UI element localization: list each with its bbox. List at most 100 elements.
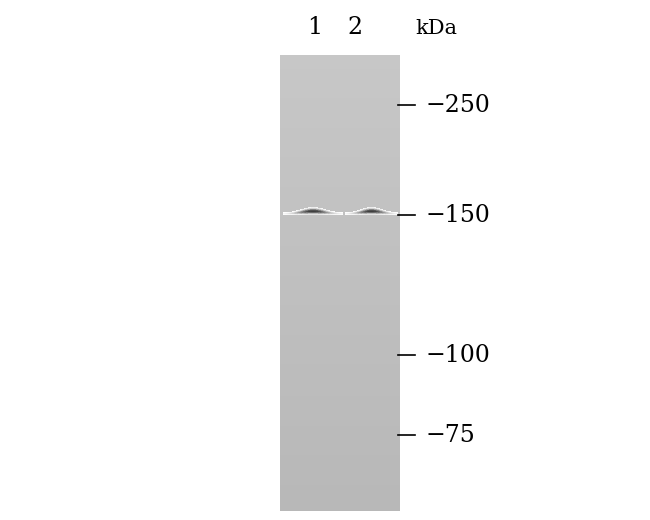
Bar (280, 232, 400, 235)
Bar (280, 408, 400, 410)
Bar (280, 246, 400, 249)
Bar (280, 419, 400, 422)
Bar (280, 64, 400, 67)
Text: kDa: kDa (415, 19, 457, 37)
Bar (280, 365, 400, 367)
Bar (280, 235, 400, 238)
Text: −150: −150 (425, 203, 490, 227)
Bar (280, 426, 400, 428)
Bar (280, 158, 400, 160)
Bar (280, 462, 400, 465)
Bar (280, 389, 400, 392)
Bar (280, 344, 400, 347)
Bar (280, 173, 400, 176)
Bar (280, 255, 400, 258)
Bar (280, 130, 400, 133)
Bar (280, 226, 400, 228)
Bar (280, 148, 400, 151)
Bar (280, 82, 400, 85)
Bar (280, 189, 400, 192)
Bar (280, 146, 400, 149)
Bar (280, 207, 400, 210)
Bar (280, 312, 400, 315)
Bar (280, 62, 400, 64)
Bar (280, 458, 400, 460)
Bar (280, 212, 400, 215)
Bar (280, 499, 400, 501)
Bar (280, 358, 400, 360)
Bar (280, 139, 400, 142)
Bar (280, 107, 400, 110)
Bar (280, 497, 400, 499)
Bar (280, 424, 400, 426)
Bar (280, 351, 400, 354)
Bar (280, 494, 400, 497)
Bar (280, 205, 400, 208)
Bar (280, 396, 400, 399)
Bar (280, 289, 400, 292)
Bar (280, 326, 400, 329)
Bar (280, 269, 400, 271)
Bar (280, 474, 400, 476)
Bar (280, 116, 400, 119)
Bar (280, 480, 400, 483)
Bar (280, 478, 400, 481)
Bar (280, 483, 400, 486)
Bar (280, 476, 400, 478)
Bar (280, 92, 400, 94)
Bar (280, 353, 400, 356)
Bar (280, 414, 400, 417)
Bar (280, 98, 400, 101)
Bar (280, 60, 400, 62)
Bar (280, 317, 400, 319)
Bar (280, 335, 400, 337)
Bar (280, 464, 400, 467)
Bar (280, 80, 400, 83)
Bar (280, 487, 400, 490)
Bar (280, 456, 400, 458)
Bar (280, 412, 400, 415)
Bar (280, 410, 400, 413)
Bar (280, 162, 400, 165)
Bar (280, 214, 400, 217)
Bar (280, 257, 400, 260)
Bar (280, 355, 400, 358)
Bar (280, 185, 400, 187)
Bar (280, 294, 400, 296)
Bar (280, 105, 400, 108)
Bar (280, 160, 400, 162)
Bar (280, 362, 400, 365)
Bar (280, 262, 400, 265)
Bar (280, 73, 400, 76)
Bar (280, 321, 400, 324)
Bar (280, 194, 400, 197)
Bar (280, 280, 400, 283)
Bar (280, 337, 400, 340)
Bar (280, 239, 400, 242)
Bar (280, 376, 400, 379)
Bar (280, 121, 400, 124)
Bar (280, 67, 400, 69)
Bar (280, 78, 400, 81)
Bar (280, 449, 400, 451)
Bar (280, 431, 400, 433)
Bar (280, 505, 400, 508)
Bar (280, 485, 400, 488)
Bar (280, 492, 400, 495)
Bar (280, 135, 400, 137)
Bar (280, 387, 400, 390)
Bar (280, 55, 400, 58)
Bar (280, 141, 400, 144)
Bar (280, 369, 400, 372)
Bar (280, 451, 400, 453)
Bar (280, 303, 400, 306)
Bar (280, 433, 400, 435)
Bar (280, 453, 400, 456)
Bar (280, 264, 400, 267)
Bar (280, 224, 400, 226)
Bar (280, 292, 400, 294)
Bar (280, 360, 400, 362)
Bar (280, 282, 400, 285)
Bar (280, 125, 400, 128)
Bar (280, 403, 400, 406)
